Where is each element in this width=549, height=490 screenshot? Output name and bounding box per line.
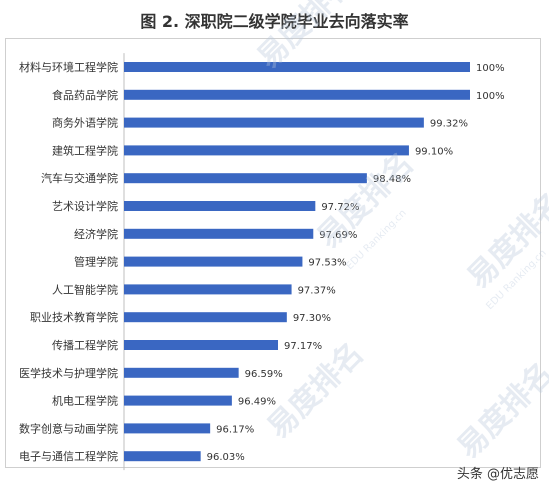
value-label: 96.49% [238,397,276,408]
footer-credit: 头条 @优志愿 [456,467,539,482]
category-label: 职业技术教育学院 [30,310,118,324]
category-label: 材料与环境工程学院 [19,60,118,74]
bar [124,201,316,211]
category-label: 建筑工程学院 [52,143,118,157]
category-label: 医学技术与护理学院 [19,366,118,380]
bar [124,367,239,378]
category-label: 商务外语学院 [52,116,118,130]
value-label: 96.59% [245,369,283,380]
bar [124,284,292,295]
value-label: 97.37% [298,285,336,296]
category-label: 电子与通信工程学院 [19,449,118,463]
value-label: 97.30% [293,313,331,324]
value-label: 99.32% [430,119,468,130]
value-label: 96.03% [207,452,245,463]
chart-title: 图 2. 深职院二级学院毕业去向落实率 [140,12,409,31]
bar [124,340,279,350]
category-label: 艺术设计学院 [52,199,118,213]
bar [124,89,470,100]
value-label: 97.72% [321,202,359,213]
category-label: 传播工程学院 [52,338,118,352]
value-label: 97.53% [308,258,346,269]
category-label: 机电工程学院 [52,394,118,408]
bar [124,117,424,128]
bar [124,423,211,434]
value-label: 97.69% [319,230,357,241]
category-label: 经济学院 [74,227,118,241]
value-label: 97.17% [284,341,322,352]
category-label: 管理学院 [74,255,118,269]
category-label: 食品药品学院 [52,88,118,102]
bar [124,256,303,267]
category-label: 人工智能学院 [52,282,118,296]
value-label: 96.17% [216,424,254,435]
value-label: 98.48% [373,174,411,185]
bar [124,173,367,184]
bar [124,145,409,156]
category-label: 数字创意与动画学院 [19,421,118,435]
value-label: 100% [476,63,505,74]
chart-frame [5,38,541,468]
value-label: 100% [476,91,505,102]
bar [124,228,314,239]
bar [124,62,470,72]
value-label: 99.10% [415,146,453,157]
bar [124,451,201,462]
bar [124,395,232,406]
bar [124,312,287,323]
category-label: 汽车与交通学院 [41,171,118,185]
